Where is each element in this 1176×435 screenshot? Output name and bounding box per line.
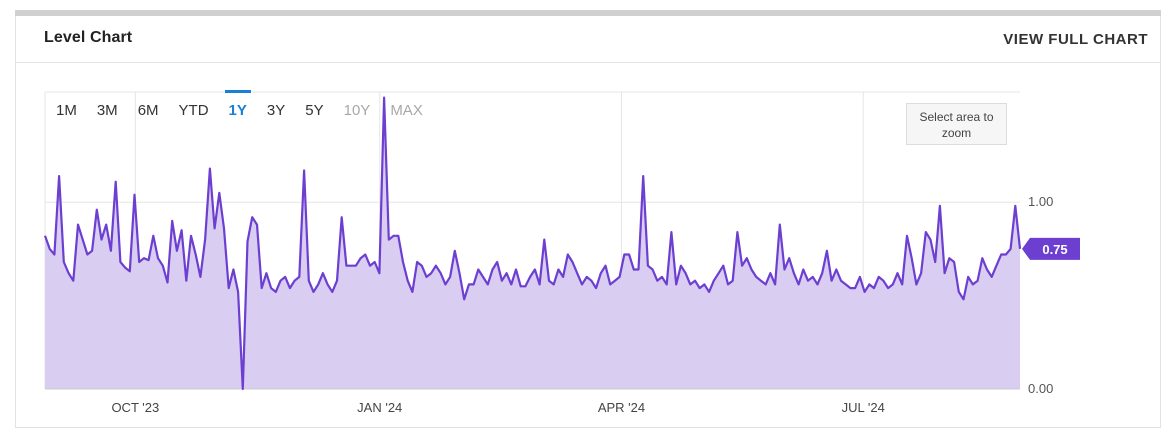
series-area [45, 97, 1020, 389]
range-3m[interactable]: 3M [96, 102, 118, 119]
x-tick-label: OCT '23 [111, 400, 159, 415]
range-selector: 1M 3M 6M YTD 1Y 3Y 5Y 10Y MAX [46, 90, 433, 130]
range-5y[interactable]: 5Y [305, 102, 324, 119]
view-full-chart-link[interactable]: VIEW FULL CHART [1003, 31, 1148, 48]
y-tick-label: 0.00 [1028, 381, 1053, 396]
card-title: Level Chart [44, 29, 133, 46]
range-10y: 10Y [343, 102, 371, 119]
range-1m[interactable]: 1M [56, 102, 77, 119]
range-3y[interactable]: 3Y [266, 102, 286, 119]
series-line [43, 96, 1022, 391]
range-max: MAX [390, 102, 423, 119]
top-accent-bar [15, 10, 1161, 16]
y-tick-label: 1.00 [1028, 194, 1053, 209]
select-area-zoom-hint: Select area to zoom [906, 103, 1007, 145]
x-tick-label: APR '24 [598, 400, 645, 415]
x-tick-label: JUL '24 [842, 400, 885, 415]
range-ytd[interactable]: YTD [178, 102, 209, 119]
last-value-label: 0.75 [1042, 242, 1067, 257]
range-1y[interactable]: 1Y [219, 90, 257, 130]
x-tick-label: JAN '24 [357, 400, 402, 415]
card-header: Level Chart VIEW FULL CHART [16, 16, 1160, 63]
last-value-badge [1022, 237, 1080, 260]
range-6m[interactable]: 6M [137, 102, 159, 119]
